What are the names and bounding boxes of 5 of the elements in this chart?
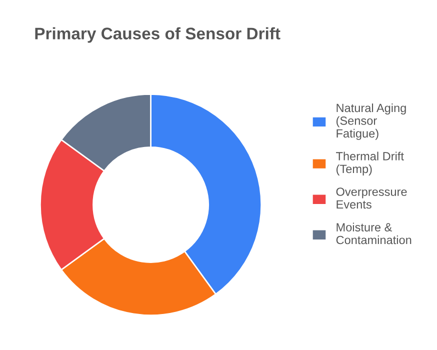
legend-label: Overpressure Events: [336, 188, 407, 209]
legend-label: Natural Aging (Sensor Fatigue): [336, 103, 406, 140]
legend-label: Thermal Drift (Temp): [336, 152, 404, 176]
chart-title: Primary Causes of Sensor Drift: [35, 27, 280, 43]
legend-label: Moisture & Contamination: [336, 222, 412, 244]
